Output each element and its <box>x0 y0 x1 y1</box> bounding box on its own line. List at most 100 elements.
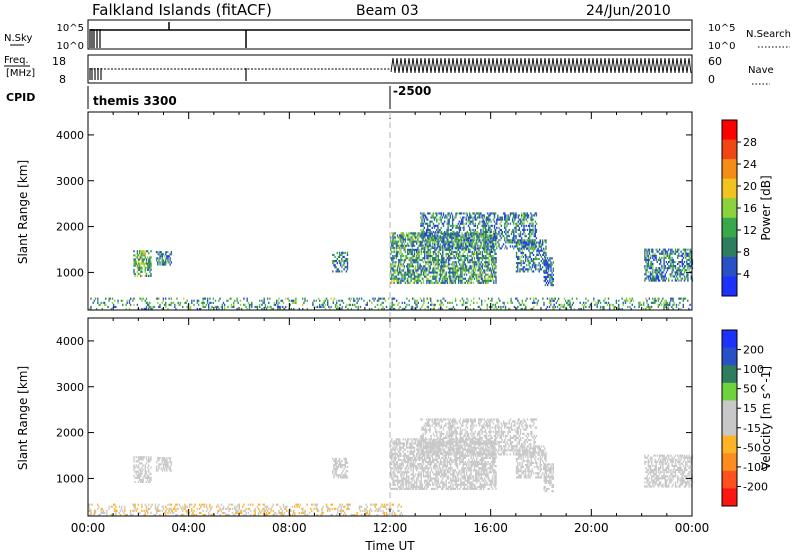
scatter-cell <box>427 252 429 255</box>
scatter-cell <box>136 474 139 477</box>
scatter-cell <box>451 267 453 270</box>
scatter-cell <box>390 507 392 510</box>
scatter-cell <box>337 466 340 469</box>
scatter-cell <box>663 248 665 251</box>
scatter-cell <box>457 232 460 235</box>
scatter-cell <box>513 305 516 308</box>
scatter-cell <box>159 457 161 460</box>
scatter-cell <box>392 487 394 490</box>
scatter-cell <box>458 224 461 227</box>
freq-tick-high: 18 <box>52 55 66 68</box>
scatter-cell <box>539 266 541 269</box>
scatter-cell <box>443 240 445 243</box>
scatter-cell <box>462 243 464 246</box>
scatter-cell <box>690 252 692 255</box>
scatter-cell <box>341 472 343 475</box>
scatter-cell <box>455 224 457 227</box>
scatter-cell <box>408 248 410 251</box>
scatter-cell <box>152 305 154 308</box>
scatter-cell <box>687 273 689 276</box>
scatter-cell <box>162 253 165 256</box>
scatter-cell <box>489 241 491 244</box>
scatter-cell <box>421 243 423 246</box>
scatter-cell <box>648 252 651 255</box>
scatter-cell <box>148 307 150 310</box>
scatter-cell <box>390 461 392 464</box>
scatter-cell <box>165 305 167 308</box>
scatter-cell <box>396 454 399 457</box>
scatter-cell <box>139 266 141 269</box>
scatter-cell <box>342 476 344 479</box>
scatter-cell <box>342 251 344 254</box>
scatter-cell <box>688 256 690 259</box>
scatter-cell <box>672 303 674 306</box>
scatter-cell <box>432 307 434 310</box>
scatter-cell <box>687 279 689 282</box>
scatter-cell <box>238 503 240 506</box>
scatter-cell <box>167 261 169 264</box>
scatter-cell <box>439 218 441 221</box>
freq-label: Freq. <box>4 55 29 66</box>
scatter-cell <box>394 265 396 268</box>
scatter-cell <box>488 255 490 258</box>
scatter-cell <box>167 463 169 466</box>
scatter-cell <box>486 303 488 306</box>
scatter-cell <box>647 277 649 280</box>
scatter-cell <box>396 281 399 284</box>
scatter-cell <box>452 240 454 243</box>
scatter-cell <box>479 263 481 266</box>
scatter-cell <box>553 307 555 310</box>
scatter-cell <box>510 299 512 302</box>
scatter-cell <box>469 265 471 268</box>
scatter-cell <box>227 305 229 308</box>
scatter-cell <box>436 263 438 266</box>
scatter-cell <box>679 275 681 278</box>
scatter-cell <box>658 279 661 282</box>
scatter-cell <box>680 277 682 280</box>
power-frame <box>87 111 693 311</box>
scatter-cell <box>478 247 480 250</box>
scatter-cell <box>579 301 581 304</box>
scatter-cell <box>146 476 149 479</box>
scatter-cell <box>647 258 649 261</box>
scatter-cell <box>134 505 136 508</box>
scatter-cell <box>429 241 431 244</box>
scatter-cell <box>148 264 150 267</box>
scatter-cell <box>447 255 450 258</box>
scatter-cell <box>112 503 115 506</box>
scatter-cell <box>424 239 427 242</box>
scatter-cell <box>467 218 470 221</box>
scatter-cell <box>448 279 451 282</box>
scatter-cell <box>668 254 670 257</box>
scatter-cell <box>142 456 144 459</box>
scatter-cell <box>655 248 657 251</box>
scatter-cell <box>544 269 546 272</box>
scatter-cell <box>396 438 399 441</box>
scatter-cell <box>391 263 393 266</box>
scatter-cell <box>664 248 666 251</box>
scatter-cell <box>446 235 448 238</box>
scatter-cell <box>534 230 536 233</box>
scatter-cell <box>449 224 451 227</box>
scatter-cell <box>482 248 485 251</box>
scatter-cell <box>191 301 193 304</box>
scatter-cell <box>349 299 351 302</box>
scatter-cell <box>465 216 467 219</box>
scatter-cell <box>683 248 686 251</box>
scatter-cell <box>391 297 393 300</box>
scatter-cell <box>664 265 666 268</box>
scatter-cell <box>296 503 298 506</box>
scatter-cell <box>399 261 401 264</box>
scatter-cell <box>120 505 123 508</box>
scatter-cell <box>169 303 171 306</box>
scatter-cell <box>567 299 569 302</box>
scatter-cell <box>332 270 334 273</box>
scatter-cell <box>282 505 285 508</box>
scatter-cell <box>413 236 416 239</box>
scatter-cell <box>463 226 465 229</box>
scatter-cell <box>144 470 146 473</box>
scatter-cell <box>271 307 273 310</box>
scatter-cell <box>396 240 399 243</box>
scatter-cell <box>511 216 514 219</box>
scatter-cell <box>453 237 455 240</box>
